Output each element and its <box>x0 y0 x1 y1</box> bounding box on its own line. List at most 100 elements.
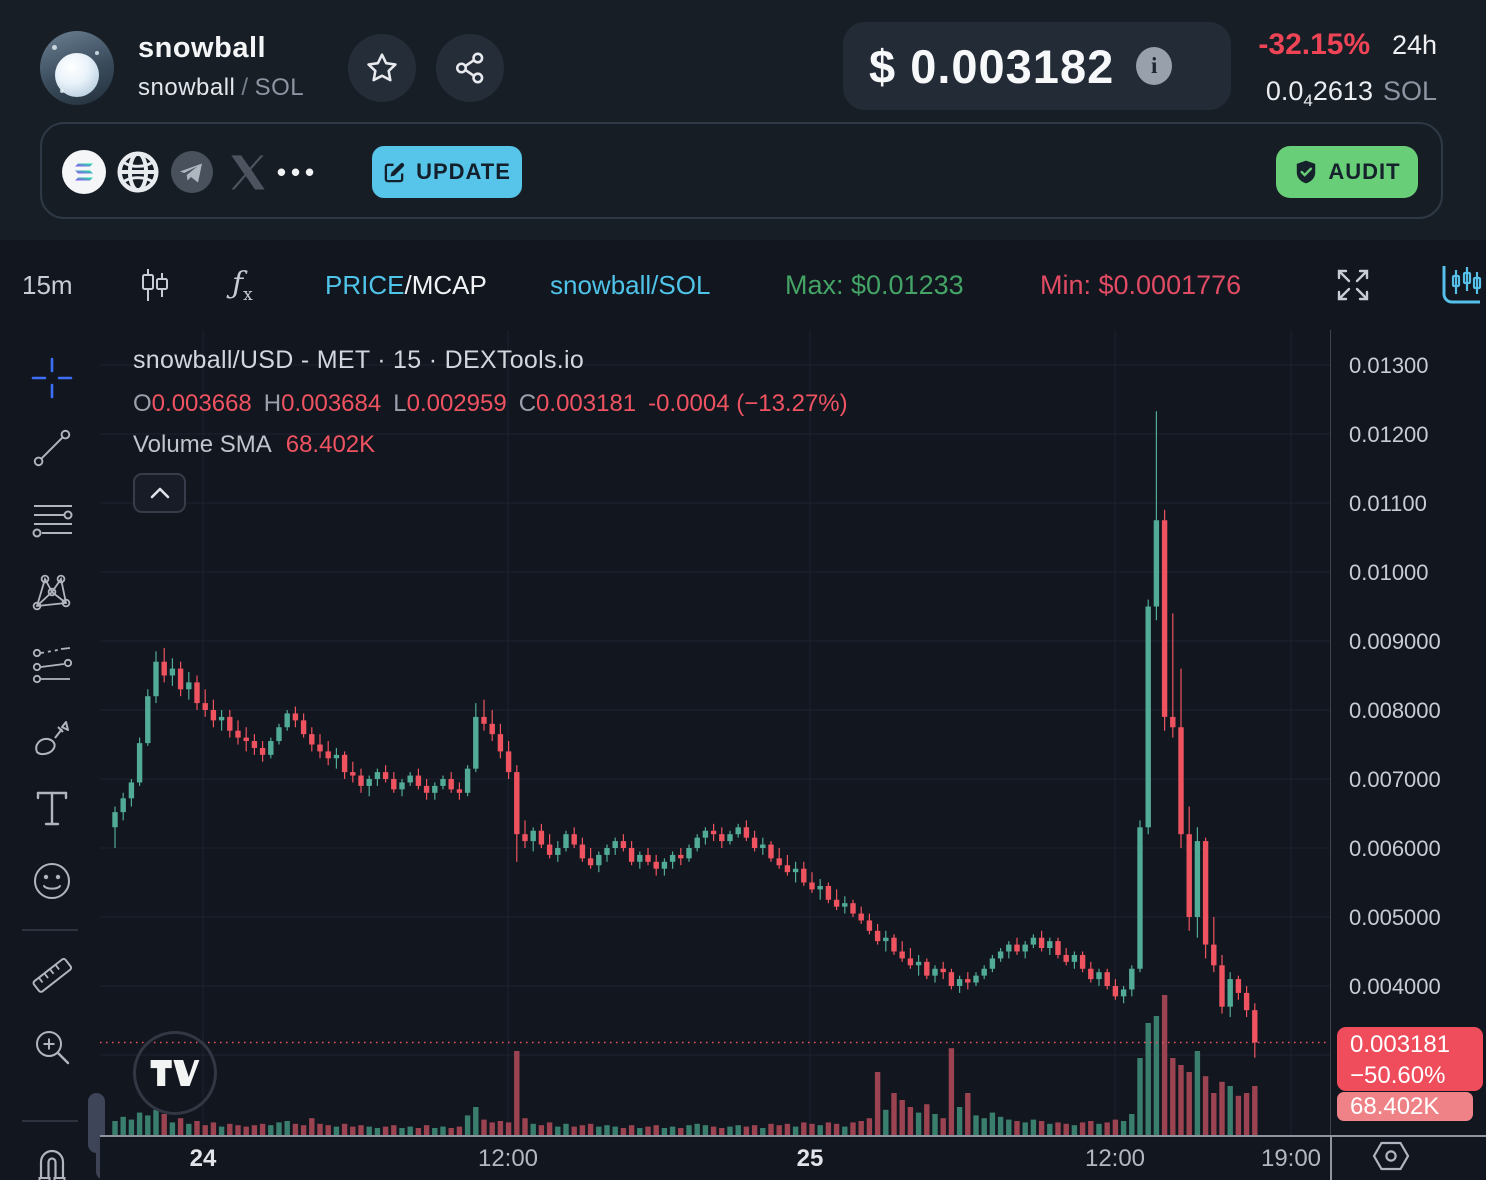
text-tool[interactable] <box>28 784 76 832</box>
price-tick-label: 0.008000 <box>1349 698 1441 723</box>
volume-bar <box>333 1126 340 1135</box>
candle-body <box>276 727 282 742</box>
zoom-in-tool[interactable] <box>28 1023 76 1071</box>
price-mcap-toggle[interactable]: PRICE/MCAP <box>325 269 487 300</box>
forecast-tool[interactable] <box>28 641 76 689</box>
price-tick-label: 0.01300 <box>1349 353 1429 378</box>
candle-body <box>702 830 709 838</box>
volume-bar <box>284 1121 290 1135</box>
volume-bar <box>382 1126 389 1135</box>
candle-body <box>317 744 323 752</box>
website-link[interactable] <box>114 148 162 196</box>
price-sol-row: 0.042613 SOL <box>1265 76 1437 110</box>
volume-bar <box>1063 1123 1069 1135</box>
chart-title: snowball/USD - MET · 15 · DEXTools.io <box>133 346 585 374</box>
trendline-tool[interactable] <box>28 424 76 472</box>
volume-bar <box>948 1048 955 1135</box>
time-axis[interactable]: 24 12:00 25 12:00 19:00 <box>100 1135 1486 1180</box>
volume-bar <box>366 1126 372 1135</box>
volume-bar <box>801 1122 807 1135</box>
favorite-button[interactable] <box>348 34 416 102</box>
candle-body <box>727 834 733 842</box>
volume-bar <box>1096 1123 1102 1135</box>
crosshair-tool[interactable] <box>28 354 76 402</box>
candle-body <box>669 854 676 862</box>
chart-panel-button[interactable] <box>1438 240 1482 330</box>
volume-bar <box>218 1126 225 1135</box>
candle-body <box>940 968 946 973</box>
volume-bar <box>497 1121 504 1135</box>
volume-bar <box>243 1126 249 1135</box>
candle-body <box>817 885 823 890</box>
pair-chart-toggle[interactable]: snowball/SOL <box>550 269 711 300</box>
candle-body <box>120 798 126 813</box>
chart-plot[interactable]: snowball/USD - MET · 15 · DEXTools.io O0… <box>100 330 1330 1135</box>
solana-link[interactable] <box>60 148 108 196</box>
volume-bar <box>276 1122 282 1135</box>
emoji-tool[interactable] <box>28 857 76 905</box>
more-links[interactable]: ••• <box>274 148 322 196</box>
volume-bar <box>989 1112 996 1135</box>
token-pair: snowball / SOL <box>138 74 305 101</box>
audit-button[interactable]: AUDIT <box>1276 146 1418 198</box>
legend-collapse-button[interactable] <box>133 473 186 513</box>
candlestick-chart[interactable] <box>100 330 1330 1135</box>
share-button[interactable] <box>436 34 504 102</box>
candle-body <box>505 751 512 773</box>
candle-body <box>309 734 315 745</box>
header: snowball snowball / SOL $ 0.003182 i -32.1… <box>0 0 1486 240</box>
solana-icon <box>62 150 106 194</box>
candle-body <box>1161 520 1168 717</box>
candle-body <box>883 937 889 942</box>
xabcd-pattern-tool[interactable] <box>28 568 76 616</box>
time-tick-label: 25 <box>796 1145 824 1172</box>
volume-bar <box>1153 1016 1160 1135</box>
candles-chart-icon <box>1442 266 1482 304</box>
candle-style-button[interactable] <box>138 240 172 330</box>
volume-bar <box>473 1107 479 1135</box>
candle-body <box>1186 834 1192 917</box>
volume-bar <box>1202 1076 1209 1135</box>
volume-bar <box>1252 1086 1258 1135</box>
volume-bar <box>1071 1125 1078 1135</box>
horizontal-lines-tool[interactable] <box>28 496 76 544</box>
timeframe-selector[interactable]: 15m <box>22 269 73 300</box>
volume-bar <box>1104 1122 1110 1135</box>
price-axis[interactable]: 0.01300 0.01200 0.01100 0.01000 0.009000 0.00… <box>1330 330 1486 1135</box>
brush-tool[interactable] <box>28 713 76 761</box>
candle-body <box>956 979 963 986</box>
candle-body <box>1006 944 1012 952</box>
candle-body <box>891 937 897 952</box>
ruler-tool[interactable] <box>28 951 76 999</box>
candle-body <box>686 848 692 859</box>
volume-bar <box>1022 1122 1028 1135</box>
volume-bar <box>325 1125 331 1135</box>
telegram-link[interactable] <box>168 148 216 196</box>
volume-bar <box>161 1114 167 1135</box>
candle-body <box>194 682 200 704</box>
candle-body <box>694 837 700 848</box>
candle-body <box>268 741 274 755</box>
info-icon[interactable]: i <box>1136 47 1173 85</box>
volume-bar <box>760 1128 766 1135</box>
volume-bar <box>1014 1121 1020 1135</box>
forecast-icon <box>32 647 73 684</box>
token-avatar[interactable] <box>40 31 114 105</box>
candle-body <box>1227 979 1233 1007</box>
current-change: −50.60% <box>1350 1062 1446 1089</box>
links-bar: ••• UPDATE AUDIT <box>40 122 1443 219</box>
volume-bar <box>997 1116 1004 1135</box>
indicators-button[interactable]: ƒx <box>232 240 253 330</box>
magnet-tool[interactable] <box>28 1142 76 1180</box>
volume-bar <box>546 1122 553 1135</box>
x-link[interactable] <box>224 148 272 196</box>
volume-bar <box>571 1126 577 1135</box>
chart-settings-button[interactable] <box>1372 1140 1410 1177</box>
update-button[interactable]: UPDATE <box>372 146 522 198</box>
fullscreen-button[interactable] <box>1334 240 1372 330</box>
tradingview-logo <box>150 1060 200 1086</box>
price-usd-pill[interactable]: $ 0.003182 i <box>843 22 1231 110</box>
candle-body <box>1055 941 1061 955</box>
candle-body <box>391 779 397 790</box>
volume-bar <box>1145 1023 1151 1135</box>
